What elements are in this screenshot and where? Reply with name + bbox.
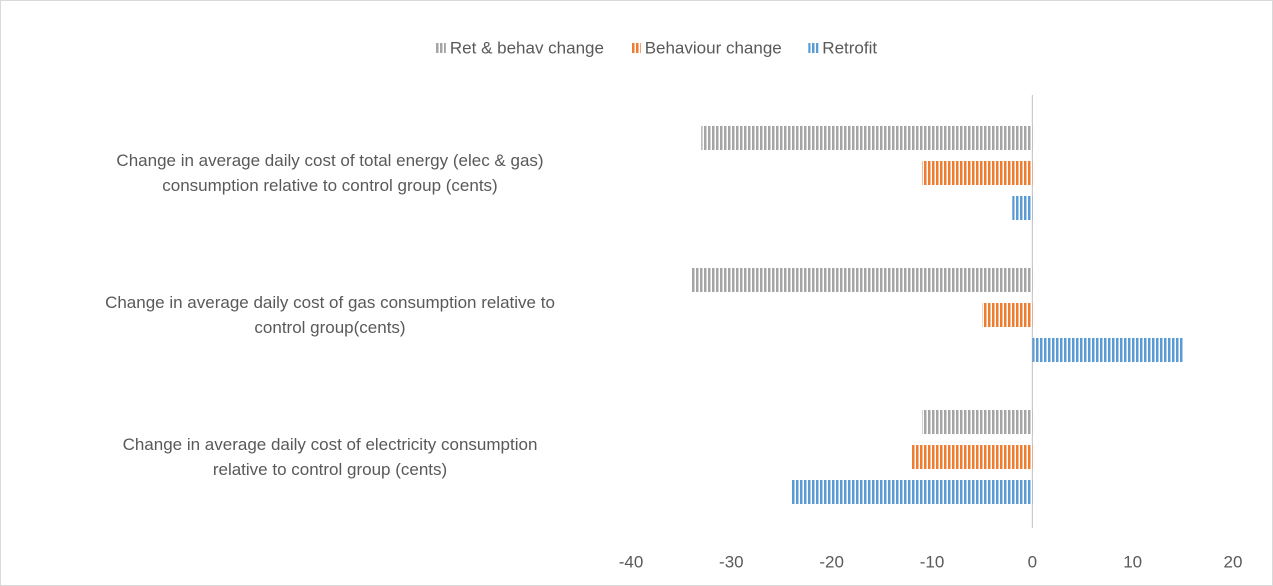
bar — [791, 480, 1033, 504]
x-tick-label: -20 — [819, 552, 844, 571]
x-tick-label: -40 — [619, 552, 644, 571]
legend-label: Retrofit — [822, 38, 877, 57]
legend-swatch — [630, 43, 641, 53]
bar — [982, 303, 1033, 327]
bar — [1032, 338, 1183, 362]
x-tick-label: 0 — [1028, 552, 1037, 571]
legend-label: Behaviour change — [645, 38, 782, 57]
x-tick-label: 10 — [1123, 552, 1142, 571]
x-tick-label: -10 — [920, 552, 945, 571]
bar — [691, 268, 1033, 292]
legend-swatch — [435, 43, 446, 53]
bar — [921, 410, 1033, 434]
legend-swatch — [808, 43, 819, 53]
legend-label: Ret & behav change — [450, 38, 604, 57]
category-label: Change in average daily cost of electric… — [122, 435, 538, 479]
bar — [911, 445, 1033, 469]
bar — [1012, 196, 1033, 220]
x-tick-label: -30 — [719, 552, 744, 571]
bar — [921, 161, 1033, 185]
category-label: Change in average daily cost of total en… — [116, 151, 544, 195]
category-label: Change in average daily cost of gas cons… — [105, 293, 555, 337]
x-tick-label: 20 — [1224, 552, 1243, 571]
bar — [701, 126, 1033, 150]
